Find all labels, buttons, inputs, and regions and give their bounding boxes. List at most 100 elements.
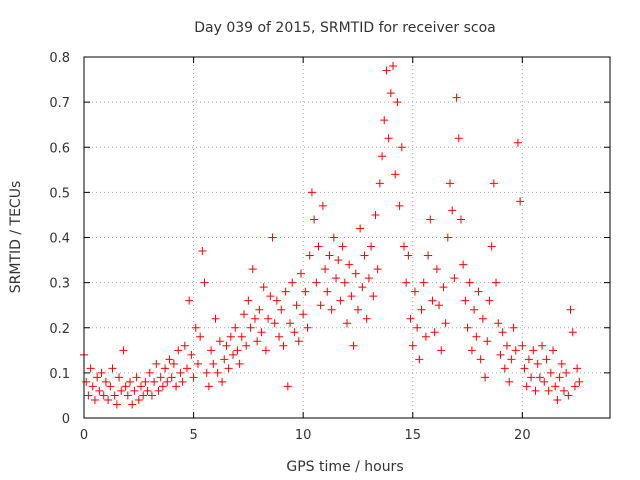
data-point [154, 386, 163, 395]
data-point [176, 368, 185, 377]
data-point [496, 350, 505, 359]
data-point [437, 346, 446, 355]
data-point [358, 283, 367, 292]
data-point [465, 278, 474, 287]
data-point [378, 152, 387, 161]
data-point [233, 346, 242, 355]
data-point [180, 341, 189, 350]
data-point [393, 98, 402, 107]
data-point [314, 242, 323, 251]
data-point [95, 386, 104, 395]
data-point [165, 355, 174, 364]
data-point [312, 278, 321, 287]
data-point [527, 373, 536, 382]
data-point [172, 382, 181, 391]
x-tick-label: 15 [404, 428, 421, 443]
data-point [316, 301, 325, 310]
data-point [531, 386, 540, 395]
data-point [360, 251, 369, 260]
data-point [478, 314, 487, 323]
data-point [237, 332, 246, 341]
data-point [441, 319, 450, 328]
data-point [343, 319, 351, 328]
data-point [286, 319, 295, 328]
data-point [112, 400, 121, 409]
data-point [270, 319, 279, 328]
data-point [540, 377, 549, 386]
data-point [119, 346, 128, 355]
data-point [115, 373, 124, 382]
data-point [485, 296, 494, 305]
data-point [570, 382, 579, 391]
data-point [397, 143, 406, 152]
data-point [417, 305, 426, 314]
data-point [546, 368, 555, 377]
data-point [454, 134, 463, 143]
data-point [375, 179, 384, 188]
data-point [204, 382, 213, 391]
data-point [507, 355, 516, 364]
data-point [487, 242, 496, 251]
data-point [555, 373, 564, 382]
data-point [222, 341, 231, 350]
data-point [428, 296, 437, 305]
data-point [533, 359, 542, 368]
data-point [432, 265, 441, 274]
y-axis-label: SRMTID / TECUs [8, 181, 24, 294]
data-point [334, 256, 343, 265]
data-point [257, 328, 266, 337]
data-point [483, 337, 492, 346]
data-point [371, 210, 380, 219]
data-point [338, 242, 347, 251]
chart-title: Day 039 of 2015, SRMTID for receiver sco… [194, 20, 496, 36]
data-point [213, 368, 222, 377]
data-point [325, 251, 334, 260]
data-point [502, 341, 511, 350]
data-point [82, 377, 91, 386]
data-point [456, 215, 465, 224]
data-point [424, 251, 433, 260]
data-point [185, 296, 194, 305]
data-point [450, 274, 459, 283]
data-point [128, 400, 137, 409]
data-point [156, 373, 165, 382]
data-point [193, 359, 202, 368]
data-point [551, 382, 560, 391]
data-point [187, 350, 196, 359]
data-point [207, 346, 216, 355]
data-point [362, 314, 371, 323]
data-point [509, 323, 518, 332]
data-point [169, 359, 178, 368]
data-point [538, 341, 547, 350]
data-point [183, 364, 192, 373]
data-point [88, 382, 97, 391]
data-points [80, 62, 584, 409]
data-point [542, 355, 551, 364]
data-point [145, 368, 154, 377]
data-point [198, 247, 207, 256]
data-point [264, 314, 273, 323]
data-point [261, 346, 270, 355]
data-point [467, 346, 476, 355]
data-point [364, 274, 373, 283]
data-point [292, 301, 301, 310]
data-point [279, 341, 288, 350]
data-point [218, 377, 227, 386]
data-point [391, 170, 400, 179]
y-tick-label: 0.7 [49, 96, 70, 111]
x-tick-label: 20 [514, 428, 531, 443]
data-point [163, 377, 172, 386]
data-point [421, 332, 430, 341]
data-point [283, 382, 292, 391]
data-point [459, 260, 468, 269]
data-point [141, 377, 150, 386]
plot-frame [83, 56, 611, 419]
data-point [513, 138, 522, 147]
data-point [544, 386, 553, 395]
data-point [152, 359, 161, 368]
data-point [439, 283, 448, 292]
data-point [307, 188, 316, 197]
data-point [389, 62, 398, 71]
data-point [369, 292, 378, 301]
